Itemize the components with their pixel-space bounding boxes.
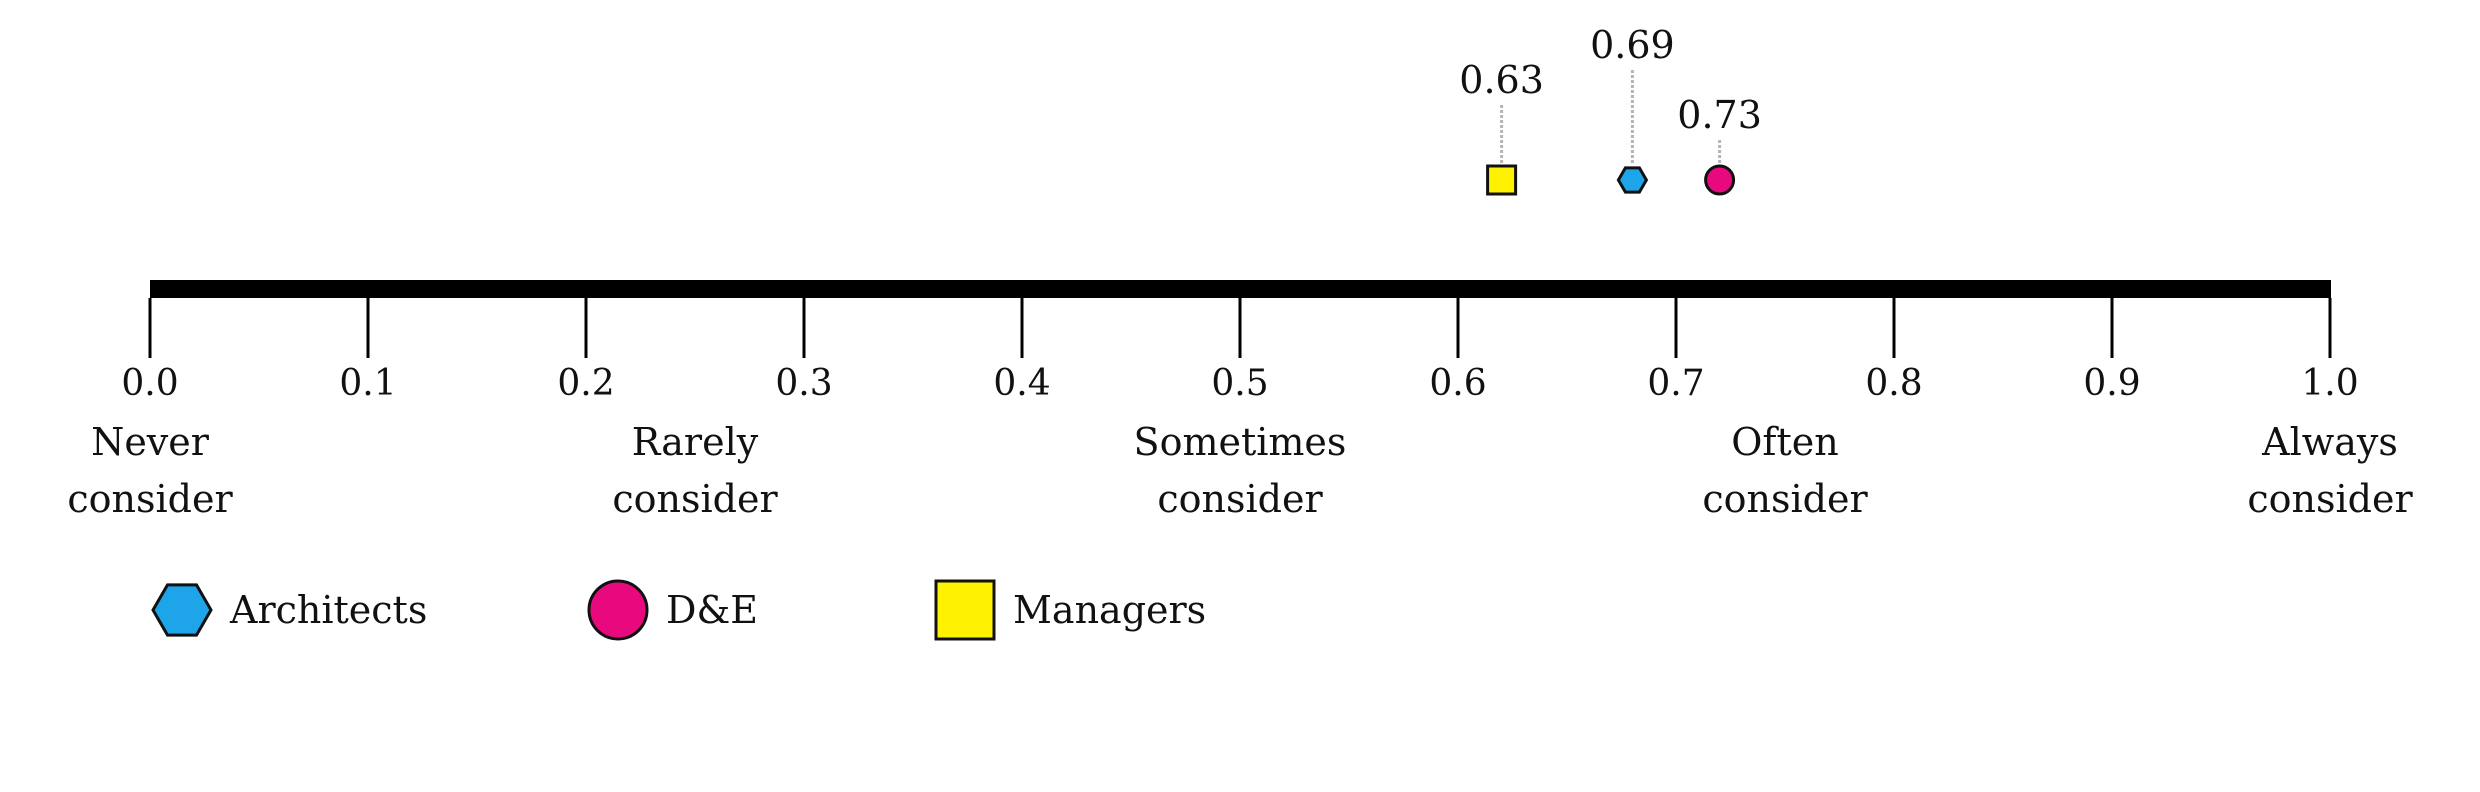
data-point (1704, 164, 1736, 196)
tick-label: 0.1 (339, 363, 396, 404)
legend-item: D&E (587, 579, 758, 641)
legend-item: Managers (934, 579, 1206, 641)
legend-swatch (151, 583, 213, 637)
tick-label: 0.2 (557, 363, 614, 404)
tick-label: 0.5 (1211, 363, 1268, 404)
legend-swatch (587, 579, 649, 641)
legend-label: D&E (666, 588, 758, 632)
scale-anchor-line: consider (1702, 477, 1868, 521)
data-point (1486, 164, 1518, 196)
legend-label: Architects (229, 588, 427, 632)
scale-anchor-line: Often (1731, 420, 1838, 464)
scale-anchor-line: consider (612, 477, 778, 521)
scale-anchor-labels: Never consider Rarely consider Sometimes cons… (67, 420, 2413, 521)
value-label: 0.69 (1590, 23, 1675, 67)
tick-label: 0.0 (121, 363, 178, 404)
scale-anchor-label: Rarely consider (612, 420, 778, 521)
legend-swatch (934, 579, 996, 641)
tick-label: 0.3 (775, 363, 832, 404)
scale-anchor-line: Always (2261, 420, 2398, 464)
leader-lines (1500, 70, 1722, 164)
tick-label: 0.8 (1865, 363, 1922, 404)
scale-anchor-line: Never (91, 420, 210, 464)
value-label: 0.73 (1677, 93, 1762, 137)
axis-bar (150, 280, 2331, 298)
axis-ticks: 0.0 0.1 0.2 0.3 0.4 0.5 0.6 0.7 0.8 0.9 1.0 (121, 298, 2359, 404)
scale-anchor-line: consider (67, 477, 233, 521)
scale-anchor-label: Never consider (67, 420, 233, 521)
legend: Architects D&E Managers (151, 579, 1206, 641)
legend-item: Architects (151, 583, 427, 637)
value-labels: 0.690.73 0.63 (1459, 23, 1762, 137)
tick-label: 0.7 (1647, 363, 1704, 404)
scale-anchor-line: Sometimes (1134, 420, 1347, 464)
tick-label: 1.0 (2301, 363, 2358, 404)
data-point (1616, 166, 1649, 194)
tick-label: 0.4 (993, 363, 1050, 404)
legend-label: Managers (1013, 588, 1206, 632)
scale-anchor-line: Rarely (632, 420, 759, 464)
scale-anchor-line: consider (1157, 477, 1323, 521)
tick-label: 0.6 (1429, 363, 1486, 404)
value-label: 0.63 (1459, 58, 1544, 102)
scale-anchor-line: consider (2247, 477, 2413, 521)
tick-label: 0.9 (2083, 363, 2140, 404)
scale-anchor-label: Always consider (2247, 420, 2413, 521)
scale-anchor-label: Sometimes consider (1134, 420, 1347, 521)
data-markers (1486, 164, 1736, 196)
scale-anchor-label: Often consider (1702, 420, 1868, 521)
